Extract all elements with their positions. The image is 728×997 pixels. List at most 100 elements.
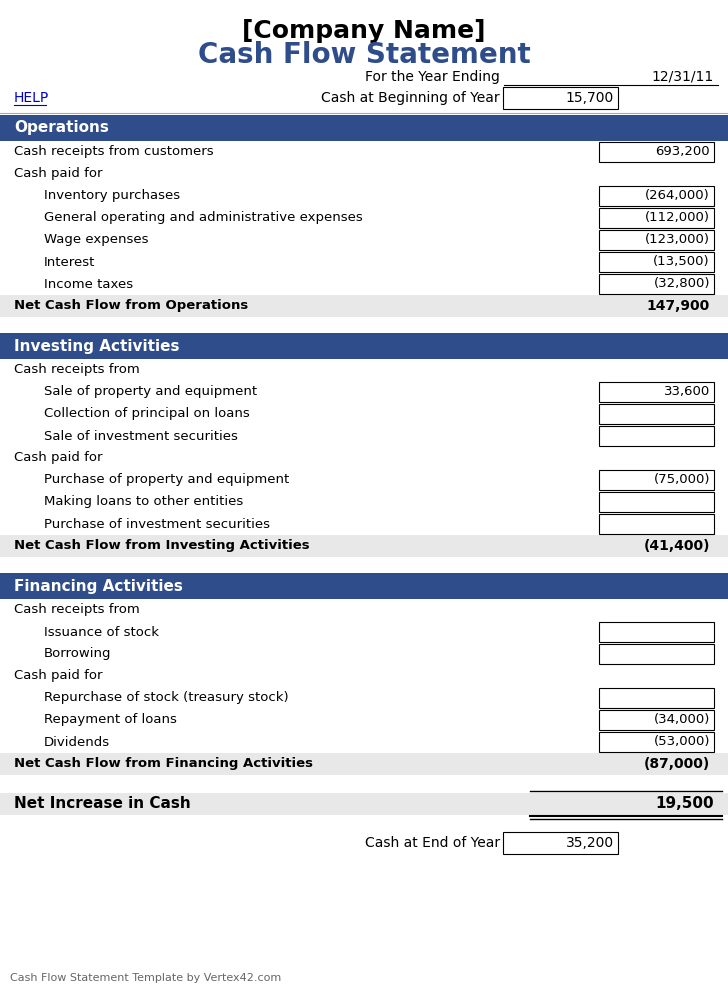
Text: (41,400): (41,400) [644,539,710,553]
Bar [0,535,728,557]
Bar [599,514,714,534]
Text: Sale of property and equipment: Sale of property and equipment [44,386,257,399]
Text: Net Cash Flow from Operations: Net Cash Flow from Operations [14,299,248,312]
Text: Net Increase in Cash: Net Increase in Cash [14,797,191,812]
Text: General operating and administrative expenses: General operating and administrative exp… [44,211,363,224]
Bar [599,208,714,228]
Bar [599,622,714,642]
Bar [0,185,728,207]
Bar [0,381,728,403]
Text: Inventory purchases: Inventory purchases [44,189,180,202]
Bar [599,404,714,424]
Text: Making loans to other entities: Making loans to other entities [44,496,243,508]
Bar [0,447,728,469]
Text: Repurchase of stock (treasury stock): Repurchase of stock (treasury stock) [44,692,288,705]
Bar [0,359,728,381]
Bar [599,230,714,250]
Text: (112,000): (112,000) [645,211,710,224]
Bar [0,141,728,163]
Bar [599,274,714,294]
Text: Collection of principal on loans: Collection of principal on loans [44,408,250,421]
Text: Investing Activities: Investing Activities [14,339,180,354]
Bar [0,687,728,709]
Bar [0,665,728,687]
Bar [0,513,728,535]
Text: Net Cash Flow from Financing Activities: Net Cash Flow from Financing Activities [14,758,313,771]
Bar [0,273,728,295]
Text: Cash paid for: Cash paid for [14,670,103,683]
Text: Cash receipts from: Cash receipts from [14,603,140,616]
Text: For the Year Ending: For the Year Ending [365,70,500,84]
Text: Net Cash Flow from Investing Activities: Net Cash Flow from Investing Activities [14,539,309,552]
Text: 15,700: 15,700 [566,91,614,105]
Text: Borrowing: Borrowing [44,647,111,660]
Text: (32,800): (32,800) [654,277,710,290]
Text: Cash at Beginning of Year: Cash at Beginning of Year [321,91,500,105]
Text: Wage expenses: Wage expenses [44,233,149,246]
Bar [599,644,714,664]
Bar [503,87,618,109]
Text: (34,000): (34,000) [654,714,710,727]
Text: Cash paid for: Cash paid for [14,167,103,180]
Text: Cash paid for: Cash paid for [14,452,103,465]
Bar [0,295,728,317]
Bar [0,163,728,185]
Bar [599,492,714,512]
Text: (13,500): (13,500) [653,255,710,268]
Bar [0,491,728,513]
Bar [0,251,728,273]
Bar [0,643,728,665]
Bar [599,186,714,206]
Bar [0,709,728,731]
Text: Purchase of investment securities: Purchase of investment securities [44,517,270,530]
Text: Operations: Operations [14,121,109,136]
Bar [599,470,714,490]
Text: (264,000): (264,000) [645,189,710,202]
Text: Cash receipts from customers: Cash receipts from customers [14,146,213,159]
Bar [0,793,728,815]
Text: 147,900: 147,900 [646,299,710,313]
Bar [599,426,714,446]
Bar [0,115,728,141]
Text: Dividends: Dividends [44,736,110,749]
Text: 35,200: 35,200 [566,836,614,850]
Text: Interest: Interest [44,255,95,268]
Text: (123,000): (123,000) [645,233,710,246]
Text: 693,200: 693,200 [655,146,710,159]
Text: Cash receipts from: Cash receipts from [14,364,140,377]
Text: HELP: HELP [14,91,50,105]
Bar [0,403,728,425]
Bar [0,753,728,775]
Text: Income taxes: Income taxes [44,277,133,290]
Bar [0,599,728,621]
Bar [0,229,728,251]
Text: (75,000): (75,000) [654,474,710,487]
Bar [599,252,714,272]
Bar [0,425,728,447]
Text: Financing Activities: Financing Activities [14,578,183,593]
Bar [0,731,728,753]
Text: 12/31/11: 12/31/11 [652,70,714,84]
Text: Sale of investment securities: Sale of investment securities [44,430,238,443]
Bar [0,207,728,229]
Bar [599,142,714,162]
Bar [599,732,714,752]
Bar [599,710,714,730]
Text: Cash Flow Statement Template by Vertex42.com: Cash Flow Statement Template by Vertex42… [10,973,281,983]
Text: Issuance of stock: Issuance of stock [44,625,159,638]
Bar [0,573,728,599]
Text: Repayment of loans: Repayment of loans [44,714,177,727]
Text: 19,500: 19,500 [655,797,714,812]
Text: 33,600: 33,600 [664,386,710,399]
Text: (87,000): (87,000) [644,757,710,771]
Bar [599,382,714,402]
Bar [503,832,618,854]
Text: (53,000): (53,000) [654,736,710,749]
Bar [599,688,714,708]
Text: Cash Flow Statement: Cash Flow Statement [197,41,531,69]
Bar [0,621,728,643]
Bar [0,333,728,359]
Text: Cash at End of Year: Cash at End of Year [365,836,500,850]
Bar [0,469,728,491]
Text: Purchase of property and equipment: Purchase of property and equipment [44,474,289,487]
